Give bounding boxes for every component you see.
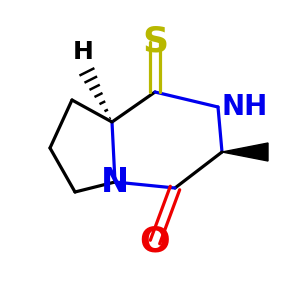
Text: NH: NH [222, 93, 268, 121]
Text: H: H [73, 40, 93, 64]
Polygon shape [222, 143, 268, 161]
Text: O: O [140, 225, 170, 259]
Text: N: N [101, 166, 129, 199]
Text: S: S [142, 25, 168, 59]
